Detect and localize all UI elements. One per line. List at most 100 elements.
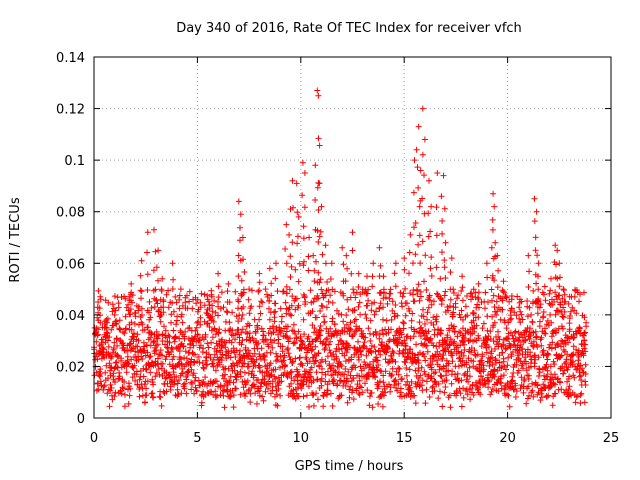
background-point xyxy=(397,289,404,296)
background-point xyxy=(135,307,142,314)
background-point xyxy=(210,363,217,370)
background-point xyxy=(565,364,572,371)
background-point xyxy=(460,352,467,359)
cluster-point xyxy=(553,307,560,314)
background-point xyxy=(515,367,522,374)
background-point xyxy=(194,332,201,338)
background-point xyxy=(582,382,589,388)
data-point xyxy=(355,270,362,277)
cluster-point xyxy=(533,280,540,287)
data-point xyxy=(295,213,302,220)
background-point xyxy=(544,367,551,374)
cluster-point xyxy=(169,286,176,292)
background-point xyxy=(561,367,568,374)
background-point xyxy=(262,388,269,395)
cluster-point xyxy=(204,306,211,313)
background-point xyxy=(333,332,340,339)
data-point xyxy=(566,293,573,300)
background-point xyxy=(525,372,532,379)
background-point xyxy=(366,361,373,368)
background-point xyxy=(131,320,138,327)
background-point xyxy=(173,321,180,328)
background-point xyxy=(189,380,196,387)
cluster-point xyxy=(169,300,176,306)
cluster-point xyxy=(305,267,312,274)
background-point xyxy=(244,330,251,337)
background-point xyxy=(258,298,265,305)
background-point xyxy=(288,380,294,387)
cluster-point xyxy=(475,289,482,296)
cluster-point xyxy=(530,300,536,307)
cluster-point xyxy=(357,291,364,298)
background-point xyxy=(557,379,564,386)
background-point xyxy=(561,291,568,298)
background-point xyxy=(379,327,386,334)
cluster-point xyxy=(153,264,160,271)
cluster-point xyxy=(300,262,307,269)
cluster-point xyxy=(215,303,222,310)
background-point xyxy=(249,335,256,342)
cluster-point xyxy=(300,223,307,230)
cluster-point xyxy=(402,285,409,292)
background-point xyxy=(582,371,589,377)
background-point xyxy=(205,351,212,358)
background-point xyxy=(124,353,131,360)
cluster-point xyxy=(226,319,233,326)
background-point xyxy=(329,403,336,409)
background-point xyxy=(126,392,133,399)
y-tick-label: 0.12 xyxy=(56,103,85,118)
cluster-point xyxy=(392,302,399,308)
cluster-point xyxy=(256,303,263,310)
background-point xyxy=(433,313,440,320)
background-point xyxy=(318,327,324,334)
background-point xyxy=(425,304,432,311)
background-point xyxy=(267,336,274,343)
data-point xyxy=(419,105,426,112)
background-point xyxy=(274,356,281,363)
cluster-point xyxy=(315,135,322,142)
background-point xyxy=(251,372,257,379)
background-point xyxy=(305,333,312,340)
background-point xyxy=(419,377,426,384)
background-point xyxy=(94,356,101,363)
cluster-point xyxy=(559,295,566,302)
background-point xyxy=(433,318,440,325)
cluster-point xyxy=(237,237,243,244)
background-point xyxy=(527,332,534,339)
background-point xyxy=(192,374,199,381)
cluster-point xyxy=(428,254,435,261)
background-point xyxy=(546,344,553,351)
background-point xyxy=(447,404,454,411)
background-point xyxy=(341,352,348,359)
background-point xyxy=(237,347,243,354)
background-point xyxy=(546,300,553,307)
background-point xyxy=(352,316,359,323)
background-point xyxy=(183,376,190,383)
background-point xyxy=(444,304,451,310)
background-point xyxy=(242,393,248,400)
background-point xyxy=(190,370,197,377)
background-point xyxy=(489,361,496,368)
background-point xyxy=(563,356,570,363)
background-point xyxy=(574,393,580,400)
cluster-point xyxy=(489,297,495,304)
background-point xyxy=(262,286,269,293)
background-point xyxy=(170,369,177,376)
cluster-point xyxy=(299,192,306,199)
background-point xyxy=(95,326,102,333)
background-point xyxy=(555,375,561,382)
background-point xyxy=(140,373,147,380)
background-point xyxy=(470,392,477,398)
cluster-point xyxy=(475,314,482,321)
background-point xyxy=(265,330,272,337)
background-point xyxy=(520,389,527,396)
background-point xyxy=(374,367,381,374)
cluster-point xyxy=(215,312,221,319)
cluster-point xyxy=(433,264,440,271)
cluster-point xyxy=(239,291,246,298)
cluster-point xyxy=(499,306,506,313)
background-point xyxy=(209,334,216,341)
background-point xyxy=(377,351,384,358)
data-point xyxy=(401,255,408,262)
data-point xyxy=(322,242,329,249)
